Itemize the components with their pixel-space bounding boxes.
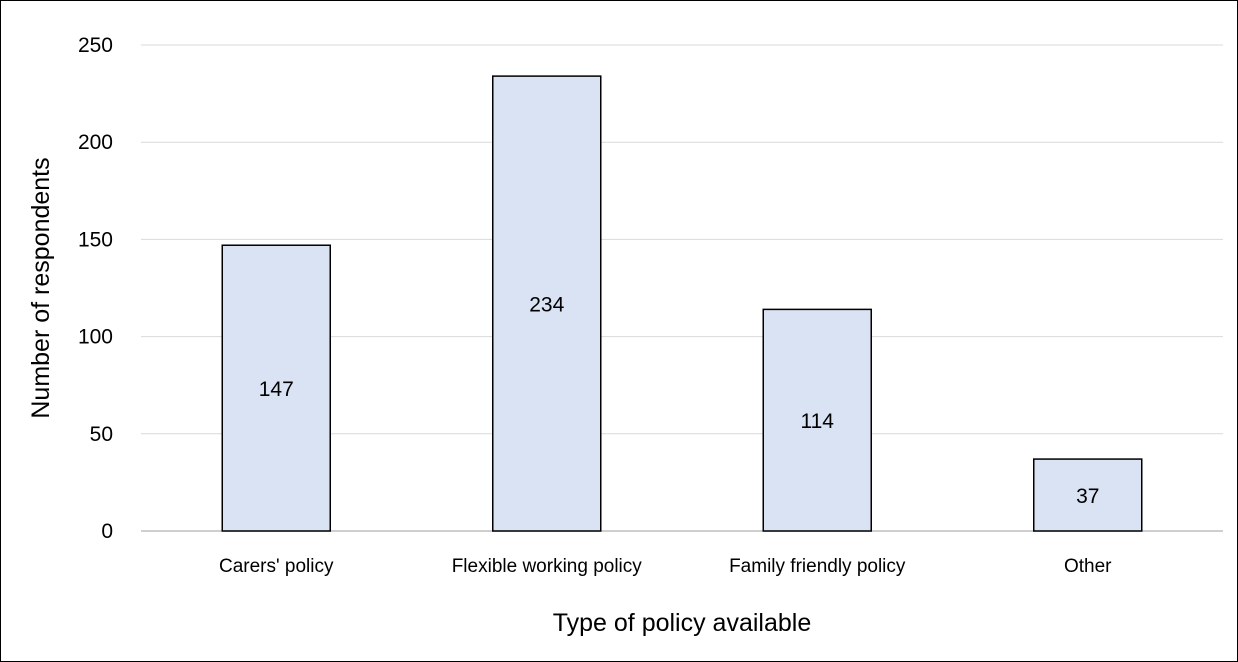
data-label: 147 <box>259 378 294 401</box>
bar <box>762 308 872 532</box>
x-category-label: Other <box>1064 556 1112 577</box>
x-category-labels: Carers' policy Flexible working policy Fam… <box>219 556 1112 577</box>
bar <box>1033 458 1143 532</box>
x-category-label: Flexible working policy <box>452 556 643 577</box>
data-label: 37 <box>1076 485 1099 508</box>
bar-chart: 0 50 100 150 200 250 Carers' policy Flexible w… <box>27 34 1223 637</box>
bar <box>492 75 602 532</box>
data-label: 234 <box>529 294 564 317</box>
y-tick-label: 250 <box>78 34 113 57</box>
bars <box>221 75 1143 532</box>
y-tick-label: 100 <box>78 326 113 349</box>
y-tick-label: 200 <box>78 131 113 154</box>
data-labels: 147 234 114 37 <box>259 294 1100 508</box>
data-label: 114 <box>801 410 835 433</box>
x-category-label: Carers' policy <box>219 556 334 577</box>
y-tick-label: 50 <box>90 423 113 446</box>
y-axis-title: Number of respondents <box>27 157 55 418</box>
x-category-label: Family friendly policy <box>729 556 906 577</box>
y-tick-label: 150 <box>78 228 113 251</box>
x-axis-title: Type of policy available <box>553 609 811 637</box>
y-tick-label: 0 <box>101 520 113 543</box>
y-tick-labels: 0 50 100 150 200 250 <box>78 34 113 543</box>
bar <box>221 244 331 532</box>
